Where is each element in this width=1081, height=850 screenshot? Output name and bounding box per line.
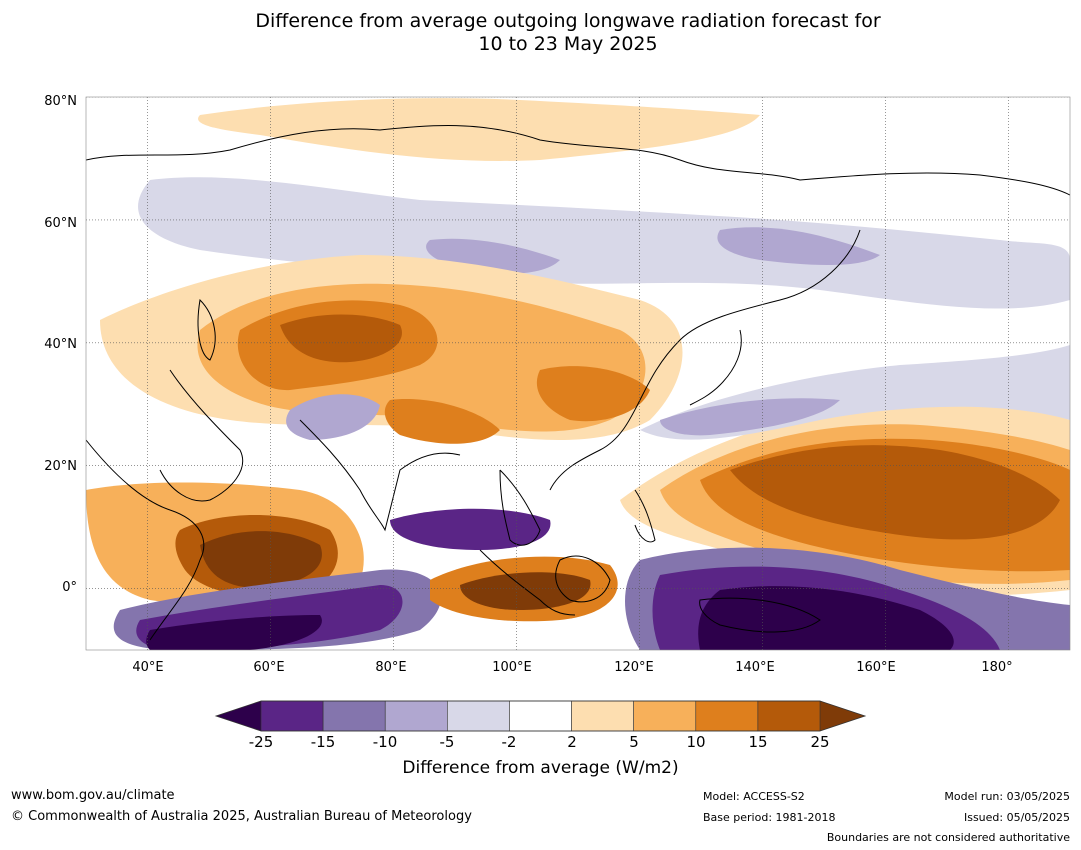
anomaly-region-central-asia-4 xyxy=(280,314,402,363)
colorbar-segment xyxy=(571,700,634,732)
footer-url[interactable]: www.bom.gov.au/climate xyxy=(11,788,175,803)
coastline-africa-east xyxy=(86,439,205,641)
colorbar-tick: -25 xyxy=(248,733,274,751)
lon-label-160e: 160°E xyxy=(856,660,896,675)
coastlines xyxy=(86,125,1070,641)
colorbar-outline xyxy=(214,700,867,732)
lon-label-120e: 120°E xyxy=(614,660,654,675)
anomaly-region-africa-enhanced-3 xyxy=(200,531,322,588)
colorbar-segment xyxy=(322,700,386,732)
lat-label-equator: 0° xyxy=(62,580,77,595)
colorbar-label: Difference from average (W/m2) xyxy=(402,758,679,778)
anomaly-region-tibet xyxy=(384,399,500,444)
coastline-india xyxy=(299,419,461,532)
footer-model: Model: ACCESS-S2 xyxy=(703,790,805,803)
coastline-east-asia xyxy=(549,229,861,491)
colorbar-tick: 2 xyxy=(567,733,577,751)
anomaly-region-arctic-enhanced xyxy=(198,98,761,161)
colorbar-segment xyxy=(757,700,821,732)
colorbar-over-arrow xyxy=(820,701,865,731)
anomaly-region-pacific-enhanced-4 xyxy=(730,445,1060,540)
gridlines xyxy=(86,97,1070,650)
footer-copyright: © Commonwealth of Australia 2025, Austra… xyxy=(11,809,472,824)
lon-label-140e: 140°E xyxy=(735,660,775,675)
lon-label-100e: 100°E xyxy=(492,660,532,675)
footer-disclaimer: Boundaries are not considered authoritat… xyxy=(826,831,1070,844)
lon-label-180: 180° xyxy=(981,660,1013,675)
coastline-borneo xyxy=(555,555,611,603)
lat-label-20n: 20°N xyxy=(44,459,77,474)
lat-label-40n: 40°N xyxy=(44,337,77,352)
colorbar-tick: 5 xyxy=(629,733,639,751)
coastline-indochina xyxy=(499,469,541,546)
colorbar-tick: -2 xyxy=(501,733,517,751)
coastline-sumatra xyxy=(479,549,576,616)
colorbar-segment xyxy=(260,700,324,732)
colorbar-tick: -10 xyxy=(372,733,398,751)
colorbar-segments xyxy=(260,700,821,732)
colorbar-segment xyxy=(384,700,448,732)
coastline-caspian xyxy=(197,298,216,361)
title-line-2: 10 to 23 May 2025 xyxy=(478,33,658,55)
anomaly-region-china xyxy=(536,366,650,422)
anomaly-region-maritime-enhanced-2 xyxy=(460,572,591,610)
anomaly-region-indian-ocean-suppressed-3 xyxy=(146,615,322,650)
colorbar-tick: 10 xyxy=(686,733,706,751)
map-field xyxy=(86,97,1070,650)
colorbar-tick: 25 xyxy=(810,733,830,751)
anomaly-region-nw-pacific-suppressed-2 xyxy=(660,398,840,436)
coastline-japan xyxy=(689,329,742,406)
chart-title: Difference from average outgoing longwav… xyxy=(0,10,1081,56)
coastline-new-guinea xyxy=(699,597,821,633)
lon-label-60e: 60°E xyxy=(253,660,285,675)
colorbar-tick: -15 xyxy=(310,733,336,751)
lat-label-80n: 80°N xyxy=(44,94,77,109)
colorbar-segment xyxy=(509,700,572,732)
map-frame xyxy=(85,96,1071,651)
colorbar-segment xyxy=(633,700,697,732)
anomaly-region-w-pacific-suppressed-3 xyxy=(698,586,954,650)
colorbar-tick: 15 xyxy=(748,733,768,751)
anomaly-region-north-suppressed-2 xyxy=(717,227,880,265)
title-line-1: Difference from average outgoing longwav… xyxy=(255,10,881,32)
colorbar-segment xyxy=(695,700,759,732)
lon-label-40e: 40°E xyxy=(132,660,164,675)
footer-base-period: Base period: 1981-2018 xyxy=(703,811,836,824)
coastline-philippines xyxy=(634,489,656,543)
footer-issued: Issued: 05/05/2025 xyxy=(963,811,1070,824)
lon-label-80e: 80°E xyxy=(375,660,407,675)
coastline-eurasia-north xyxy=(86,125,1070,196)
coastline-arabia xyxy=(159,369,244,502)
footer-model-run: Model run: 03/05/2025 xyxy=(944,790,1070,803)
anomaly-region-india-suppressed xyxy=(286,394,380,440)
anomaly-region-north-suppressed xyxy=(138,177,1070,309)
colorbar-tick: -5 xyxy=(439,733,455,751)
lat-label-60n: 60°N xyxy=(44,216,77,231)
colorbar-under-arrow xyxy=(216,701,261,731)
colorbar-segment xyxy=(447,700,510,732)
